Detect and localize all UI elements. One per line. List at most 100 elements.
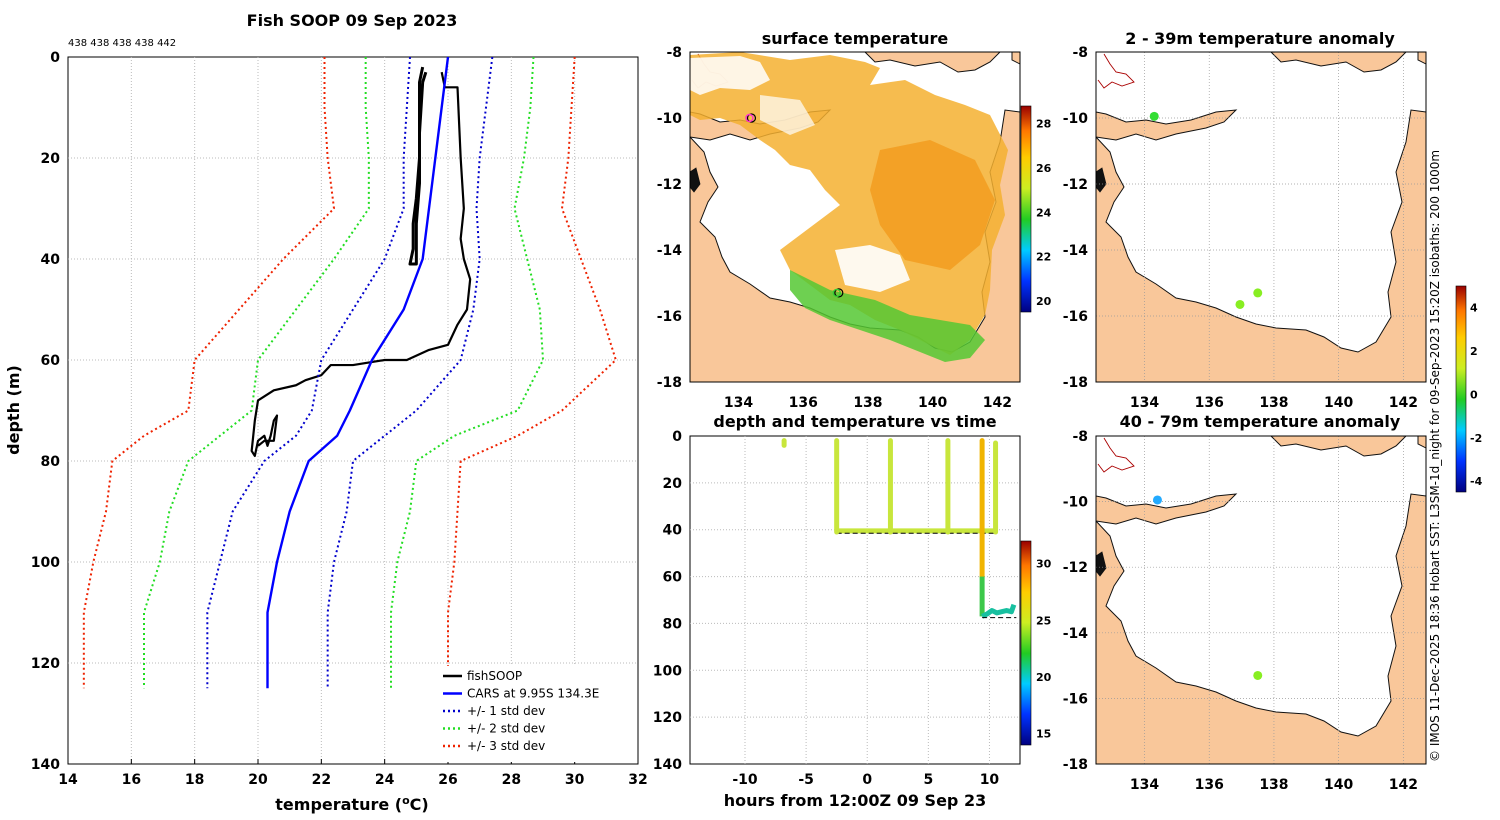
anomaly-marker — [1149, 111, 1159, 121]
map-x-tick-label: 142 — [983, 395, 1012, 411]
map-y-tick-label: -10 — [657, 111, 683, 127]
time-y-tick-label: 100 — [653, 663, 682, 679]
time-y-tick-label: 120 — [653, 710, 682, 726]
profile-y-tick-label: 60 — [41, 353, 61, 369]
profile-x-tick-label: 28 — [502, 772, 521, 788]
time-colorbar — [1020, 540, 1032, 746]
surface-temperature-panel: surface temperature 134 136 138 140 142 -8 -1… — [657, 29, 1052, 411]
sst-field-cool — [790, 270, 985, 362]
profile-header-note: 438 438 438 438 442 — [68, 38, 176, 49]
map-x-tick-label: 136 — [789, 395, 818, 411]
sst-map-frame — [689, 51, 1021, 383]
map-y-tick-label: -16 — [657, 309, 682, 325]
time-series-marks — [781, 438, 1017, 619]
colorbar-tick-label: 20 — [1036, 295, 1052, 308]
map-x-tick-label: 136 — [1195, 395, 1224, 411]
sst-marker — [745, 113, 754, 123]
anomaly-2-39m-title: 2 - 39m temperature anomaly — [1125, 29, 1395, 48]
profile-panel: Fish SOOP 09 Sep 2023 438 438 438 438 44… — [4, 11, 648, 814]
anomaly-40-79m-map-content — [1096, 436, 1426, 764]
profile-x-tick-label: 26 — [438, 772, 457, 788]
profile-y-label: depth (m) — [4, 365, 23, 455]
legend-label: CARS at 9.95S 134.3E — [467, 687, 599, 701]
time-x-tick-label: 5 — [923, 772, 933, 788]
map-y-tick-label: -12 — [657, 177, 682, 193]
time-y-tick-label: 40 — [663, 523, 683, 539]
profile-y-tick-label: 40 — [41, 252, 61, 268]
profile-line-fishsoop — [408, 66, 428, 266]
profile-y-tick-label: 120 — [31, 656, 60, 672]
profile-title: Fish SOOP 09 Sep 2023 — [247, 11, 458, 30]
anomaly-marker — [1253, 670, 1263, 680]
map-x-tick-label: 138 — [1259, 777, 1288, 793]
time-x-ticks: -10 -5 0 5 10 — [732, 772, 999, 788]
sst-map-content — [690, 52, 1020, 382]
sst-marker — [832, 288, 842, 298]
map-y-tick-label: -14 — [1063, 626, 1089, 642]
profile-legend: fishSOOP CARS at 9.95S 134.3E +/- 1 std de… — [438, 666, 636, 762]
anomaly-40-79m-x-ticks: 134 136 138 140 142 — [1130, 777, 1418, 793]
profile-x-tick-label: 18 — [185, 772, 204, 788]
colorbar-tick-label: 15 — [1036, 728, 1051, 741]
colorbar-tick-label: 22 — [1036, 251, 1051, 264]
profile-x-label-degree: o — [402, 794, 410, 807]
sst-y-ticks: -8 -10 -12 -14 -16 -18 — [657, 45, 683, 391]
profile-y-ticks: 0 20 40 60 80 100 120 140 — [31, 50, 60, 773]
profile-x-label-main: temperature ( — [275, 795, 402, 814]
sst-marker-outline — [834, 288, 844, 298]
time-series-frame — [689, 435, 1021, 765]
time-y-tick-label: 0 — [672, 429, 682, 445]
sst-colorbar — [1020, 105, 1032, 313]
legend-label: +/- 2 std dev — [467, 722, 545, 736]
profile-line-std-upper-4 — [390, 57, 544, 689]
anomaly-2-39m-frame — [1095, 51, 1427, 383]
time-x-label: hours from 12:00Z 09 Sep 23 — [724, 791, 986, 810]
sst-field-warm — [690, 52, 1008, 355]
time-x-tick-label: -5 — [798, 772, 814, 788]
profile-x-tick-label: 22 — [312, 772, 331, 788]
anomaly-2-39m-y-ticks: -8 -10 -12 -14 -16 -18 — [1063, 45, 1089, 391]
colorbar-tick-label: 0 — [1470, 388, 1478, 401]
map-x-tick-label: 134 — [1130, 395, 1159, 411]
time-x-tick-label: 10 — [980, 772, 1000, 788]
map-y-tick-label: -10 — [1063, 111, 1089, 127]
colorbar-tick-label: 24 — [1036, 206, 1052, 219]
map-y-tick-label: -10 — [1063, 495, 1089, 511]
colorbar-tick-label: 26 — [1036, 162, 1052, 175]
colorbar-tick-label: 2 — [1470, 345, 1478, 358]
map-x-tick-label: 142 — [1389, 395, 1418, 411]
map-y-tick-label: -18 — [1063, 757, 1088, 773]
map-y-tick-label: -16 — [1063, 309, 1088, 325]
colorbar-tick-label: -4 — [1470, 475, 1483, 488]
map-x-tick-label: 140 — [1324, 395, 1353, 411]
sst-marker-outline — [746, 113, 757, 123]
surface-temperature-title: surface temperature — [762, 29, 949, 48]
colorbar-tick-label: 28 — [1036, 118, 1051, 131]
profile-series — [82, 57, 617, 689]
profile-y-tick-label: 100 — [31, 555, 60, 571]
map-x-tick-label: 134 — [1130, 777, 1159, 793]
time-x-tick-label: -10 — [732, 772, 758, 788]
profile-y-tick-label: 140 — [31, 757, 60, 773]
map-x-tick-label: 136 — [1195, 777, 1224, 793]
anomaly-40-79m-y-ticks: -8 -10 -12 -14 -16 -18 — [1063, 429, 1089, 773]
time-series-panel: depth and temperature vs time -10 -5 0 5 10 … — [653, 412, 1052, 810]
profile-x-tick-label: 30 — [565, 772, 585, 788]
map-x-tick-label: 140 — [918, 395, 947, 411]
colorbar-tick-label: -2 — [1470, 432, 1482, 445]
map-x-tick-label: 142 — [1389, 777, 1418, 793]
map-y-tick-label: -14 — [657, 243, 683, 259]
profile-axes-frame — [67, 56, 639, 765]
time-y-tick-label: 80 — [663, 616, 683, 632]
map-y-tick-label: -8 — [1072, 429, 1088, 445]
profile-x-label: temperature (oC) — [275, 794, 428, 814]
anomaly-2-39m-x-ticks: 134 136 138 140 142 — [1130, 395, 1418, 411]
map-x-tick-label: 134 — [724, 395, 753, 411]
profile-x-tick-label: 32 — [628, 772, 647, 788]
legend-label: +/- 1 std dev — [467, 704, 545, 718]
sst-colorbar-ticks: 20 22 24 26 28 — [1036, 118, 1052, 308]
anomaly-40-79m-panel: 40 - 79m temperature anomaly 134 136 138 14… — [1063, 285, 1483, 793]
time-y-tick-label: 60 — [663, 570, 683, 586]
time-y-ticks: 0 20 40 60 80 100 120 140 — [653, 429, 682, 773]
